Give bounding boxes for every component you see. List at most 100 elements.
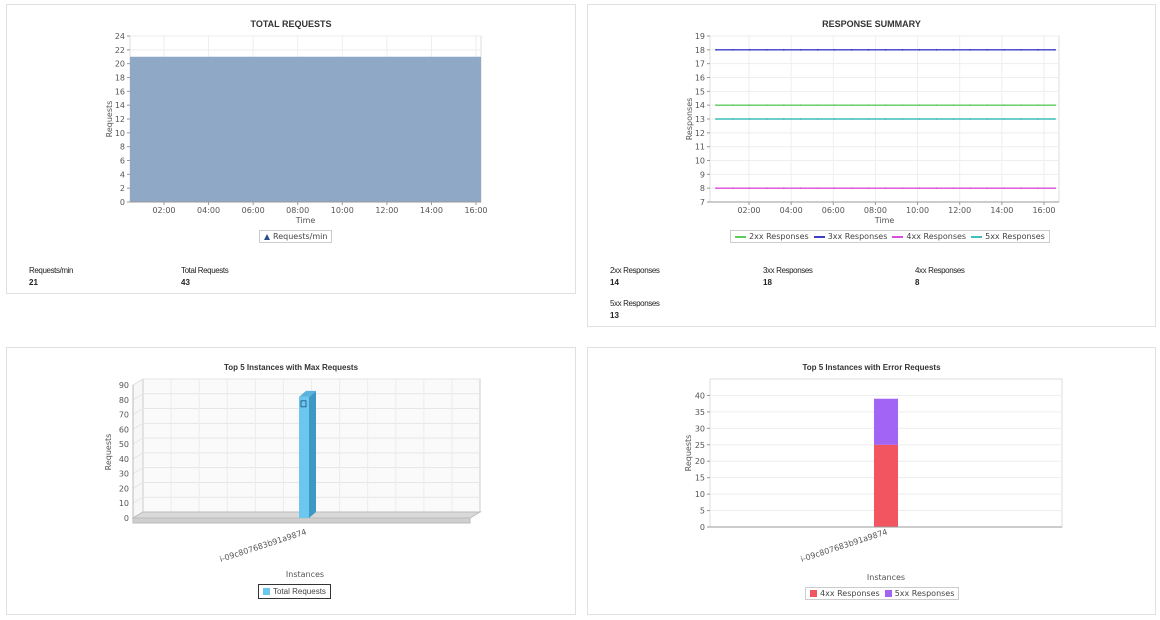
line-5xx-point bbox=[986, 118, 989, 120]
y-tick-label: 14 bbox=[115, 101, 125, 110]
line-4xx-point bbox=[952, 187, 955, 190]
line-2xx-point bbox=[884, 104, 887, 107]
y-tick-label: 16 bbox=[695, 74, 705, 83]
grid-line bbox=[132, 408, 144, 415]
line-4xx-point bbox=[765, 187, 768, 190]
x-tick-label: 10:00 bbox=[906, 206, 929, 215]
max-requests-legend[interactable]: Total Requests bbox=[258, 584, 331, 599]
line-2xx-point bbox=[918, 104, 921, 107]
x-tick-label: 12:00 bbox=[948, 206, 971, 215]
y-tick-label: 18 bbox=[695, 46, 705, 55]
line-3xx-point bbox=[765, 48, 768, 51]
line-4xx-point bbox=[833, 187, 836, 190]
line-5xx-point bbox=[935, 118, 938, 120]
legend-item-5xx-errors[interactable]: 5xx Responses bbox=[884, 589, 954, 598]
line-3xx-point bbox=[1037, 48, 1039, 51]
y-tick-label: 12 bbox=[115, 115, 125, 124]
line-2xx-point bbox=[782, 104, 785, 107]
line-3xx-point bbox=[833, 48, 836, 51]
error-requests-legend[interactable]: 4xx Responses 5xx Responses bbox=[805, 587, 960, 600]
line-5xx-point bbox=[715, 118, 717, 120]
line-swatch-icon bbox=[735, 235, 746, 238]
line-3xx-point bbox=[782, 48, 785, 51]
response-summary-legend[interactable]: 2xx Responses 3xx Responses 4xx Response… bbox=[730, 230, 1050, 243]
line-5xx-point bbox=[765, 118, 768, 120]
error-requests-panel: Top 5 Instances with Error Requests 0 5 10… bbox=[587, 347, 1156, 615]
x-axis-title: Instances bbox=[286, 570, 324, 579]
x-tick-label: 14:00 bbox=[420, 206, 443, 215]
line-5xx-point bbox=[1003, 118, 1006, 120]
y-axis-title: Requests bbox=[684, 435, 693, 472]
y-tick-label: 0 bbox=[700, 523, 705, 532]
y-tick-label: 8 bbox=[120, 143, 125, 152]
max-requests-chart: 0 10 20 30 40 50 60 70 80 90 i-09c807683b91a9874 In… bbox=[104, 378, 482, 579]
line-4xx-point bbox=[1020, 187, 1022, 190]
x-tick-label: 02:00 bbox=[737, 206, 760, 215]
max-requests-title: Top 5 Instances with Max Requests bbox=[223, 363, 359, 372]
bar-marker-icon bbox=[300, 400, 307, 408]
y-tick-label: 22 bbox=[115, 46, 125, 55]
bar-5xx-responses bbox=[874, 398, 898, 445]
y-axis-title: Requests bbox=[105, 101, 114, 138]
x-tick-label: 12:00 bbox=[375, 206, 398, 215]
y-tick-label: 7 bbox=[700, 198, 705, 207]
legend-item-total-requests[interactable]: Total Requests bbox=[263, 587, 326, 596]
y-tick-label: 9 bbox=[700, 170, 705, 179]
stat-2xx: 2xx Responses 14 bbox=[610, 266, 660, 287]
square-swatch-icon bbox=[263, 588, 270, 595]
x-tick-label: 06:00 bbox=[822, 206, 845, 215]
area-requests-min bbox=[130, 56, 481, 202]
line-4xx-point bbox=[1054, 187, 1056, 190]
line-4xx-point bbox=[715, 187, 717, 190]
stat-5xx: 5xx Responses 13 bbox=[610, 299, 660, 320]
x-tick-label: 16:00 bbox=[464, 206, 487, 215]
grid-line bbox=[132, 378, 144, 386]
grid-line bbox=[132, 496, 144, 504]
y-tick-label: 8 bbox=[700, 184, 705, 193]
legend-item-4xx[interactable]: 4xx Responses bbox=[892, 232, 966, 241]
y-tick-label: 50 bbox=[119, 440, 129, 449]
line-2xx-point bbox=[1020, 104, 1022, 107]
line-5xx-point bbox=[1020, 118, 1022, 120]
line-5xx-point bbox=[884, 118, 887, 120]
total-requests-legend[interactable]: Requests/min bbox=[259, 230, 333, 243]
x-axis-title: Instances bbox=[867, 573, 905, 582]
y-tick-label: 12 bbox=[695, 129, 705, 138]
line-swatch-icon bbox=[813, 235, 825, 238]
line-3xx-point bbox=[986, 48, 989, 51]
legend-item-4xx-errors[interactable]: 4xx Responses bbox=[810, 589, 880, 598]
total-requests-panel: TOTAL REQUESTS 0 2 4 6 8 10 12 14 16 18 20 22 24 02:0… bbox=[6, 4, 576, 294]
square-swatch-icon bbox=[884, 590, 892, 597]
line-5xx-point bbox=[867, 118, 870, 120]
line-4xx-point bbox=[901, 187, 904, 190]
line-3xx-point bbox=[884, 48, 887, 51]
line-2xx-point bbox=[850, 104, 853, 107]
x-tick-label: i-09c807683b91a9874 bbox=[219, 527, 308, 564]
y-tick-label: 70 bbox=[119, 411, 129, 420]
line-3xx-point bbox=[867, 48, 870, 51]
x-tick-label: 10:00 bbox=[331, 206, 354, 215]
line-3xx-point bbox=[799, 48, 802, 51]
legend-item-3xx[interactable]: 3xx Responses bbox=[813, 232, 887, 241]
x-axis-title: Time bbox=[295, 216, 316, 225]
line-2xx-point bbox=[732, 104, 734, 107]
line-3xx-point bbox=[1054, 48, 1056, 51]
line-4xx-point bbox=[799, 187, 802, 190]
legend-item-5xx[interactable]: 5xx Responses bbox=[971, 232, 1045, 241]
y-tick-label: 15 bbox=[695, 87, 705, 96]
line-5xx-point bbox=[952, 118, 955, 120]
line-3xx-point bbox=[749, 48, 751, 51]
grid-line bbox=[132, 482, 144, 489]
line-2xx-point bbox=[901, 104, 904, 107]
line-3xx-point bbox=[935, 48, 938, 51]
legend-item-requests-min[interactable]: Requests/min bbox=[264, 232, 327, 241]
x-tick-label: 02:00 bbox=[152, 206, 175, 215]
bar-total-requests-top bbox=[299, 390, 316, 397]
line-5xx-point bbox=[1037, 118, 1039, 120]
legend-item-2xx[interactable]: 2xx Responses bbox=[735, 232, 809, 241]
line-2xx-point bbox=[969, 104, 972, 107]
y-tick-label: 20 bbox=[695, 457, 705, 466]
y-tick-label: 35 bbox=[695, 408, 705, 417]
line-2xx-point bbox=[1037, 104, 1039, 107]
